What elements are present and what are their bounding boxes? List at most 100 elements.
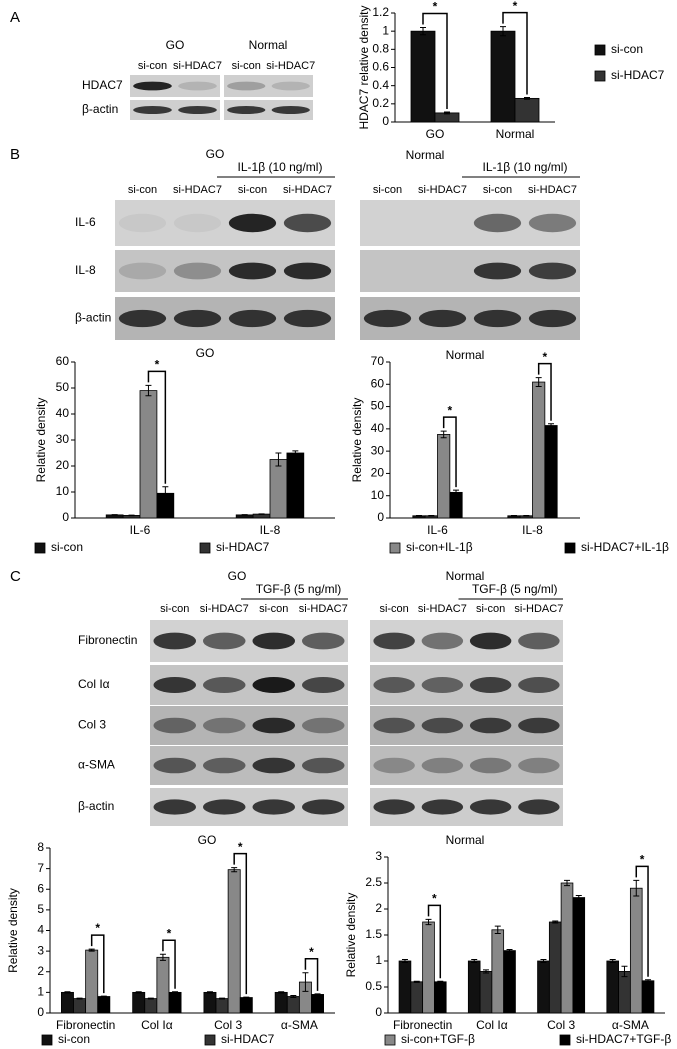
group-label: GO <box>228 569 247 583</box>
error-bar <box>500 26 506 37</box>
error-bar <box>444 111 450 115</box>
blot-band <box>373 677 415 693</box>
bar <box>532 381 546 519</box>
legend-label: si-HDAC7 <box>216 540 270 554</box>
y-tick-label: 40 <box>56 406 70 420</box>
treatment-label: IL-1β (10 ng/ml) <box>483 160 568 174</box>
error-bar <box>548 423 555 428</box>
blot-band <box>252 632 296 650</box>
blot-band <box>118 262 167 280</box>
error-bar <box>437 980 444 983</box>
bar <box>560 882 574 1014</box>
blot-band <box>173 262 222 280</box>
blot-band <box>153 717 197 734</box>
blot-row <box>360 200 580 246</box>
x-tick-label: α-SMA <box>281 1018 318 1032</box>
error-bar <box>302 972 309 992</box>
y-tick-label: 6 <box>37 881 44 895</box>
y-axis-label: HDAC7 relative density <box>357 5 371 129</box>
error-bar <box>524 96 530 100</box>
error-bar <box>258 513 265 515</box>
bar <box>61 991 74 1014</box>
row-label: β-actin <box>78 799 114 813</box>
blot-band <box>252 757 296 774</box>
blot-band <box>518 717 560 734</box>
lane-label: si-con <box>238 184 267 196</box>
bar <box>479 971 493 1014</box>
error-bar <box>147 997 154 1000</box>
y-tick-label: 20 <box>56 458 70 472</box>
error-bar <box>145 384 152 397</box>
blot-band <box>469 632 512 650</box>
y-tick-label: 3 <box>37 943 44 957</box>
bar <box>286 452 305 519</box>
y-tick-label: 7 <box>37 861 44 875</box>
error-bar <box>162 486 169 501</box>
blot-band <box>373 757 415 774</box>
significance-bracket <box>90 934 105 994</box>
y-tick-label: 1 <box>382 23 389 37</box>
group-label: Normal <box>446 569 485 583</box>
error-bar <box>278 991 285 994</box>
blot-band <box>469 717 512 734</box>
error-bar <box>645 979 652 983</box>
significance-bracket <box>427 904 442 979</box>
bar <box>269 459 288 519</box>
row-label: IL-6 <box>75 215 96 229</box>
significance-bracket <box>502 11 528 95</box>
blot-band <box>228 213 277 233</box>
error-bar <box>633 879 640 897</box>
error-bar <box>471 958 478 964</box>
significance-label: * <box>513 0 518 13</box>
error-bar <box>219 997 226 1000</box>
error-bar <box>292 450 299 456</box>
blot-band <box>153 799 197 815</box>
y-tick-label: 0 <box>375 1005 382 1019</box>
legend-swatch <box>34 542 46 554</box>
legend-swatch <box>564 542 576 554</box>
blot-band <box>283 262 332 280</box>
error-bar <box>621 965 628 978</box>
bar <box>97 996 111 1014</box>
y-tick-label: 10 <box>371 488 385 502</box>
lane-label: si-HDAC7 <box>173 60 222 72</box>
blot-band <box>178 81 217 91</box>
bar <box>544 425 558 519</box>
lane-label: si-HDAC7 <box>418 184 467 196</box>
significance-label: * <box>309 945 314 959</box>
significance-label: * <box>95 921 100 935</box>
blot-band <box>373 717 415 734</box>
significance-bracket <box>233 852 248 995</box>
error-bar <box>609 958 616 964</box>
lane-label: si-con <box>232 60 261 72</box>
error-bar <box>506 949 513 953</box>
bar <box>215 998 229 1014</box>
blot-row <box>224 100 313 120</box>
x-tick-label: IL-6 <box>427 523 448 537</box>
bar <box>203 991 217 1014</box>
bar <box>286 996 300 1014</box>
significance-bracket <box>537 362 552 421</box>
legend-swatch <box>204 1034 216 1046</box>
y-tick-label: 70 <box>371 354 385 368</box>
y-tick-label: 4 <box>37 923 44 937</box>
significance-label: * <box>432 892 437 906</box>
blot-row <box>224 75 313 97</box>
blot-band <box>473 262 522 280</box>
lane-label: si-con <box>373 184 402 196</box>
bar <box>274 991 288 1014</box>
blot-band <box>283 309 332 328</box>
error-bar <box>482 969 489 974</box>
blot-band <box>518 632 560 650</box>
group-label: Normal <box>406 148 445 162</box>
blot-band <box>133 81 172 91</box>
blot-band <box>153 677 197 693</box>
blot-band <box>228 262 277 280</box>
bar <box>410 981 424 1014</box>
lane-label: si-HDAC7 <box>283 184 332 196</box>
blot-band <box>271 106 310 114</box>
bar <box>491 929 505 1014</box>
y-tick-label: 20 <box>371 466 385 480</box>
y-tick-label: 10 <box>56 484 70 498</box>
legend-swatch <box>594 70 606 82</box>
